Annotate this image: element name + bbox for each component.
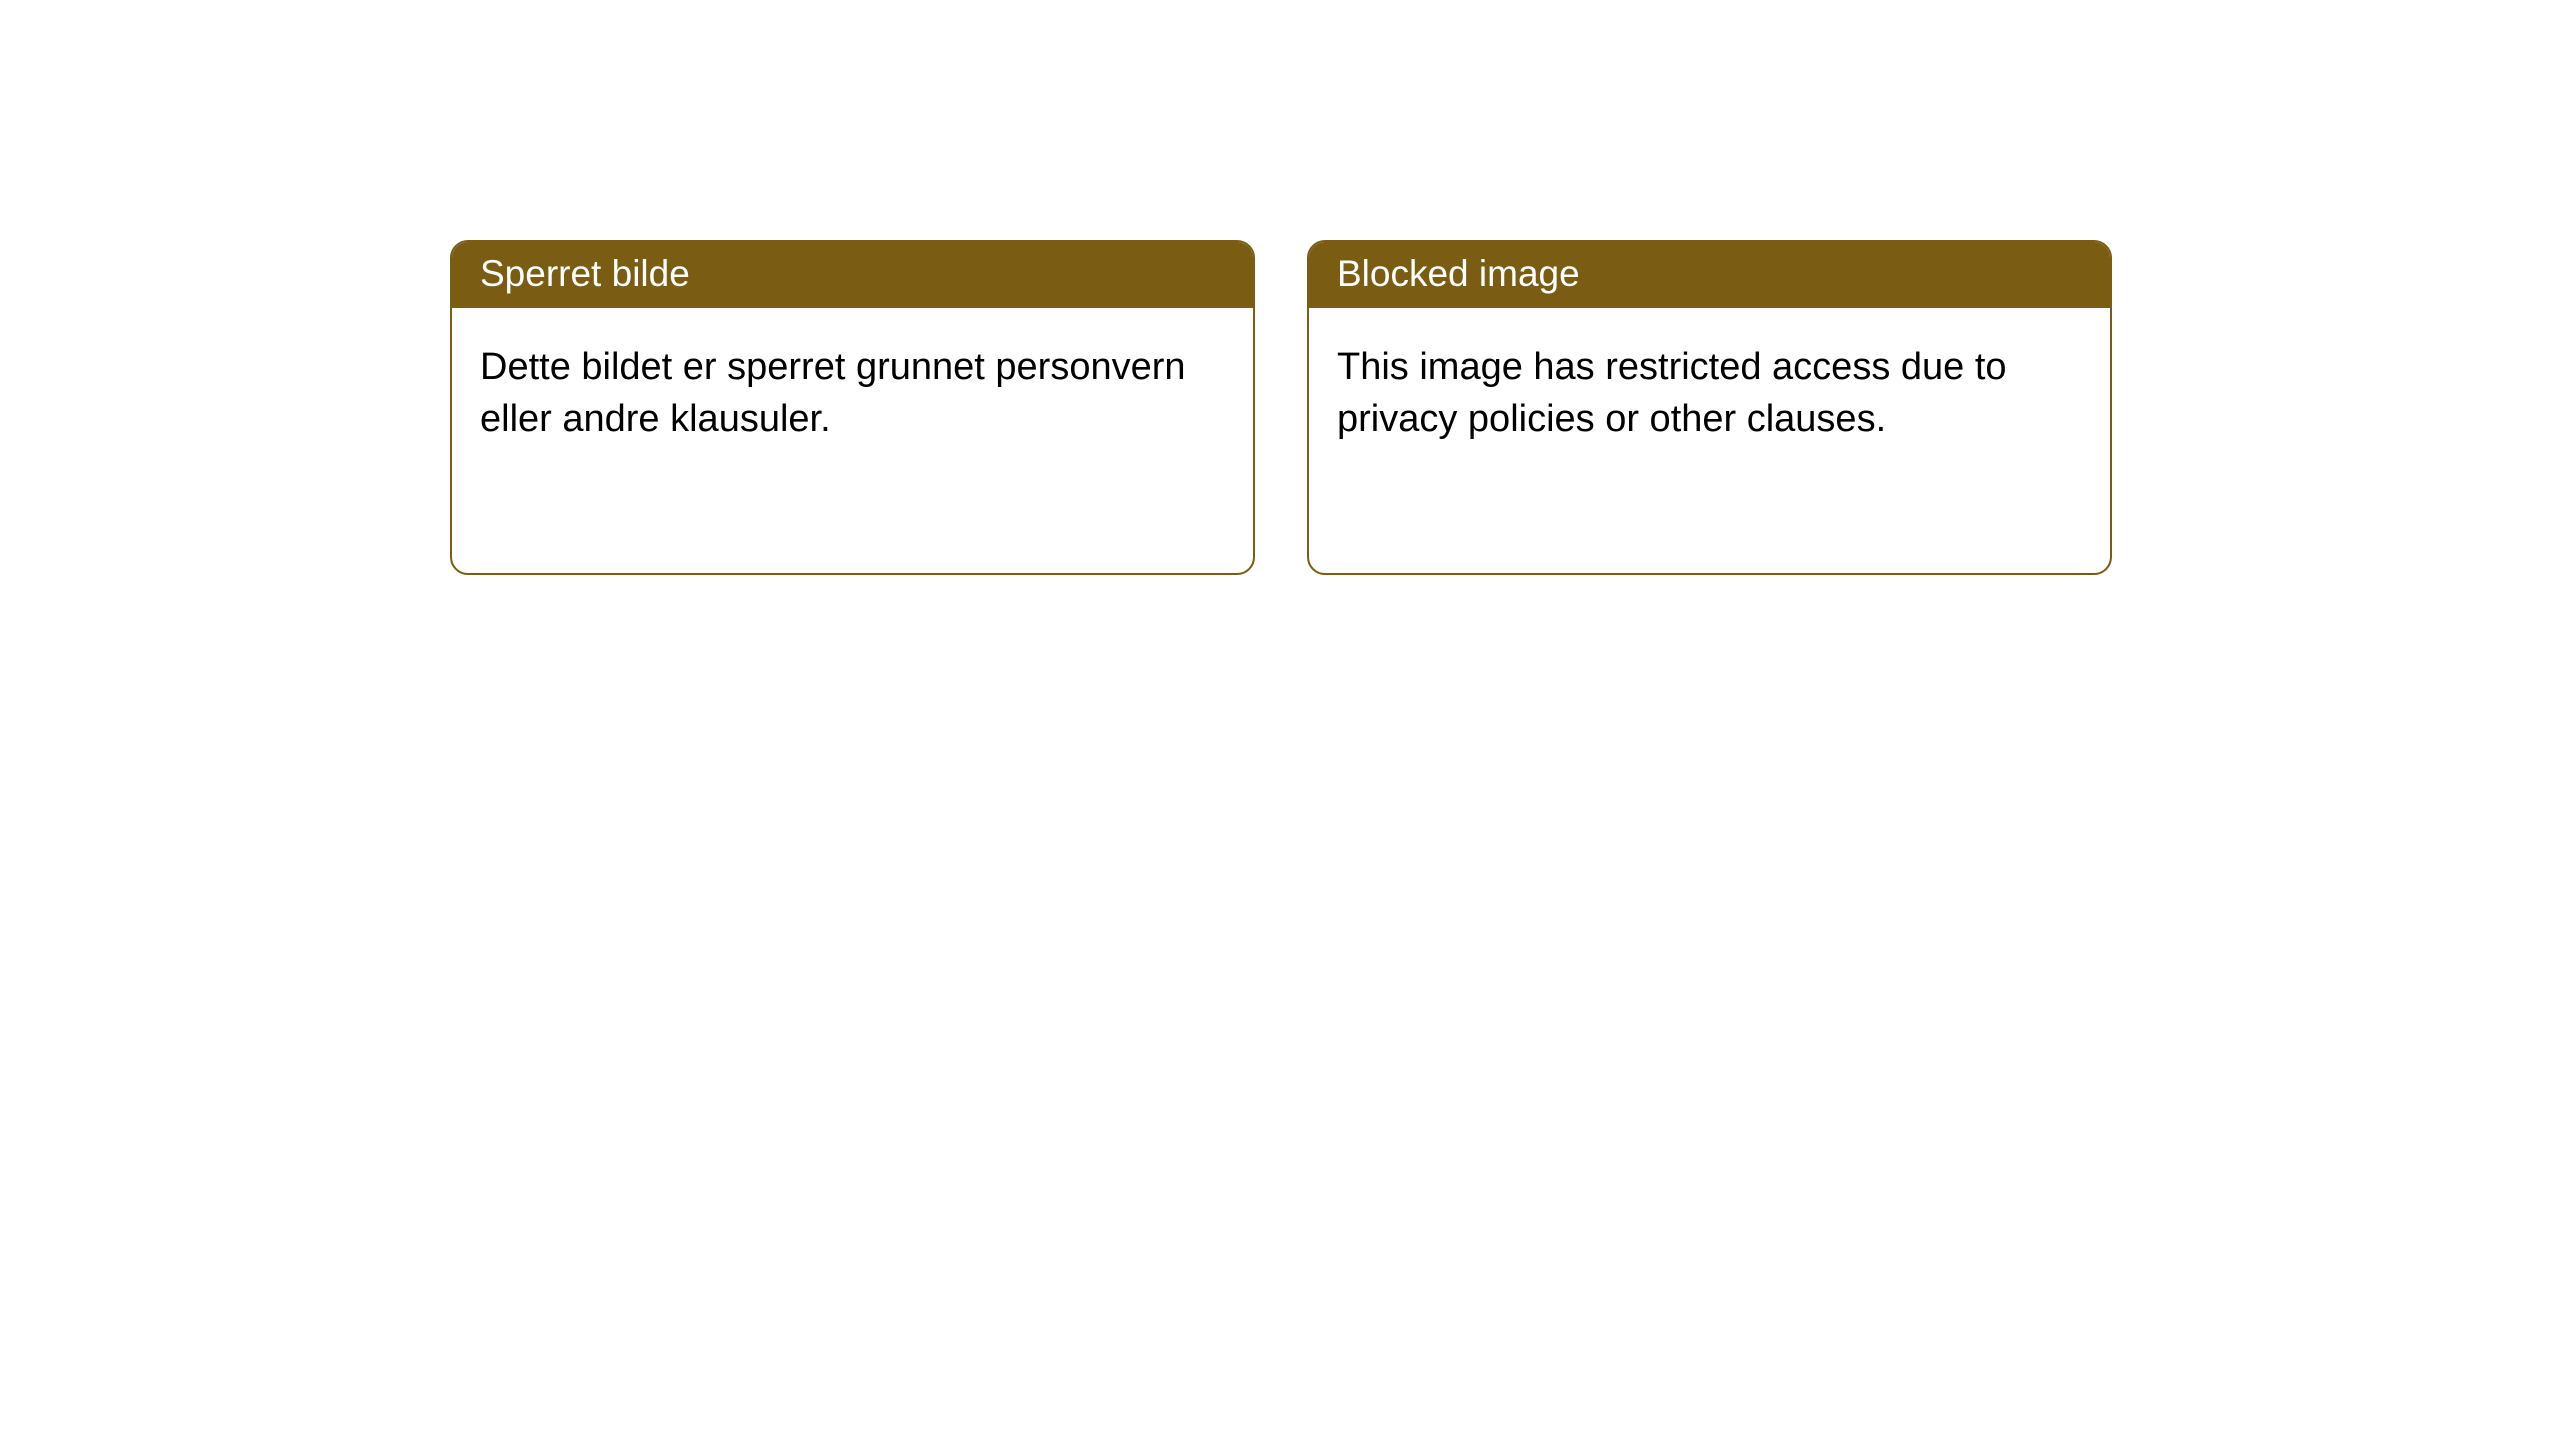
notice-card-no: Sperret bilde Dette bildet er sperret gr… [450, 240, 1255, 575]
notice-header-en: Blocked image [1309, 242, 2110, 308]
notice-body-no: Dette bildet er sperret grunnet personve… [452, 308, 1253, 479]
notice-header-no: Sperret bilde [452, 242, 1253, 308]
notice-body-en: This image has restricted access due to … [1309, 308, 2110, 479]
notice-card-en: Blocked image This image has restricted … [1307, 240, 2112, 575]
notice-container: Sperret bilde Dette bildet er sperret gr… [450, 240, 2112, 575]
